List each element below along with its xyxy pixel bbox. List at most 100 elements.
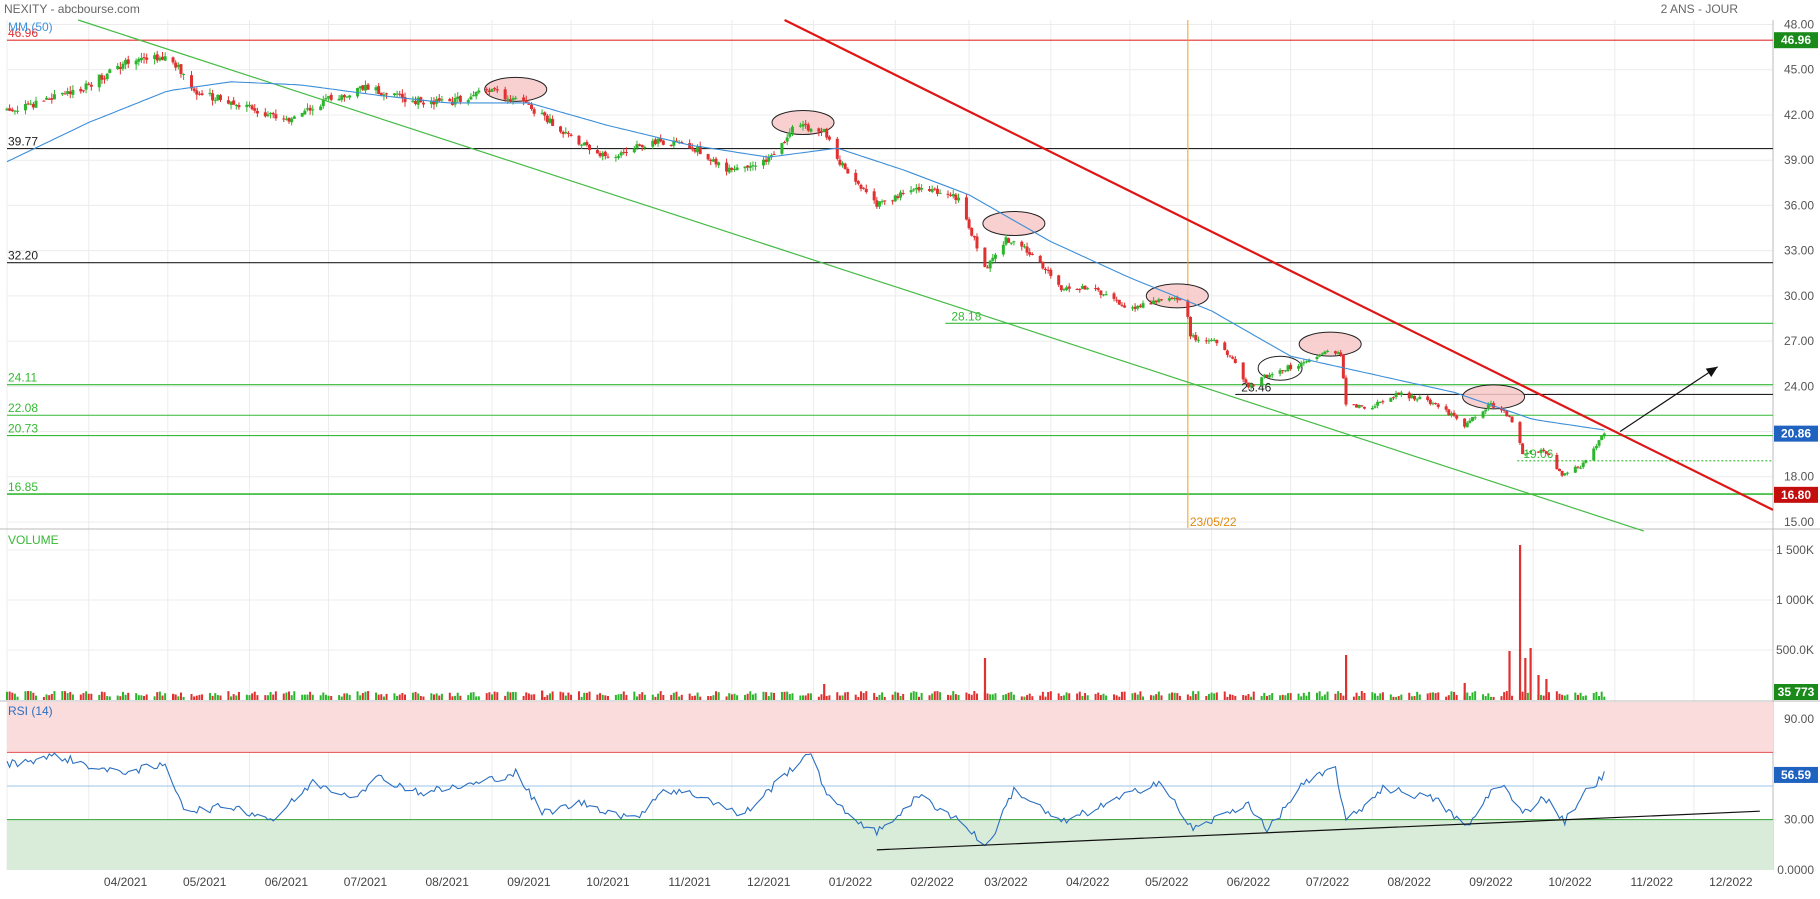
- candle-body: [229, 101, 233, 105]
- volume-bar: [1010, 691, 1013, 700]
- volume-bar: [920, 693, 923, 700]
- candle: [772, 151, 776, 156]
- period-label: 2 ANS - JOUR: [1661, 2, 1739, 16]
- volume-bar: [306, 694, 309, 700]
- candle: [472, 91, 476, 97]
- candle: [63, 91, 67, 95]
- candle: [1447, 408, 1451, 416]
- candle: [274, 109, 278, 121]
- candle-body: [345, 96, 349, 98]
- candle-body: [746, 165, 750, 168]
- candle-body: [1560, 471, 1564, 476]
- candle: [1536, 451, 1540, 454]
- candle-body: [566, 132, 570, 134]
- candle: [964, 193, 968, 221]
- volume-bar: [1323, 694, 1326, 700]
- volume-bar: [709, 696, 712, 700]
- candle-body: [400, 93, 404, 99]
- volume-bar: [1563, 695, 1566, 700]
- candle: [1326, 349, 1330, 353]
- volume-bar: [875, 696, 878, 700]
- candle-body: [1399, 392, 1403, 395]
- volume-bar: [862, 692, 865, 700]
- candle: [26, 100, 30, 106]
- candle-body: [614, 156, 618, 158]
- candle: [1225, 349, 1229, 358]
- candle: [1159, 299, 1163, 302]
- volume-bar: [1268, 695, 1271, 700]
- candle-body: [68, 91, 72, 95]
- candle-body: [1378, 401, 1382, 403]
- volume-bar: [42, 696, 45, 700]
- candle-body: [171, 57, 175, 63]
- candle: [284, 115, 288, 121]
- candle: [577, 134, 581, 146]
- volume-bar: [1466, 692, 1469, 700]
- volume-bar: [119, 696, 122, 700]
- candle: [603, 150, 607, 160]
- candle-body: [1315, 356, 1319, 359]
- volume-bar: [1118, 696, 1121, 700]
- volume-bar: [989, 694, 992, 700]
- price-tick-label: 15.00: [1784, 515, 1814, 529]
- candle: [1212, 338, 1216, 342]
- volume-title: VOLUME: [8, 533, 59, 547]
- volume-bar: [699, 696, 702, 700]
- candle: [809, 127, 813, 133]
- candle: [137, 57, 141, 66]
- candle-body: [912, 189, 916, 191]
- volume-bar: [1355, 692, 1358, 700]
- volume-bar: [1287, 693, 1290, 700]
- ma-label: MM (50): [8, 20, 53, 34]
- candle-body: [717, 162, 721, 166]
- volume-bar: [459, 695, 462, 700]
- volume-bar: [338, 695, 341, 700]
- candle-body: [1318, 354, 1322, 357]
- candle: [321, 95, 325, 109]
- candle-body: [827, 136, 831, 140]
- candle: [661, 139, 665, 146]
- candle-body: [672, 140, 676, 146]
- volume-bar: [87, 693, 90, 700]
- candle: [266, 111, 270, 118]
- candle-body: [158, 57, 162, 61]
- volume-bar: [285, 692, 288, 700]
- volume-bar: [1252, 691, 1255, 700]
- volume-bar: [828, 695, 831, 700]
- volume-bar: [63, 691, 66, 700]
- candle-body: [951, 194, 955, 197]
- volume-bar: [195, 695, 198, 700]
- volume-bar: [71, 694, 74, 700]
- candle-body: [161, 56, 165, 60]
- axes: 04/2021 05/2021 06/2021 07/2021 08/2021 09/20…: [104, 18, 1818, 889]
- volume-bar: [693, 695, 696, 700]
- candle: [1399, 390, 1403, 398]
- volume-bar: [438, 695, 441, 700]
- candle-body: [208, 92, 212, 95]
- candle-body: [788, 132, 792, 137]
- candle-body: [503, 89, 507, 100]
- volume-bar: [1139, 691, 1142, 700]
- candle: [176, 62, 180, 70]
- candle-body: [1004, 237, 1008, 245]
- level-label: 46.96: [8, 26, 38, 40]
- candle: [171, 56, 175, 65]
- volume-bar: [1039, 695, 1042, 700]
- volume-bar: [527, 693, 530, 700]
- candle: [1413, 395, 1417, 402]
- volume-bar: [844, 692, 847, 700]
- volume-bar: [1558, 693, 1561, 700]
- candle: [13, 109, 17, 115]
- volume-bar: [512, 691, 515, 700]
- candle: [785, 134, 789, 146]
- level-label: 19.06: [1523, 447, 1553, 461]
- candle-body: [893, 195, 897, 202]
- candle-body: [1302, 362, 1306, 364]
- price-badge-bg: [1774, 425, 1818, 442]
- volume-bar: [1542, 695, 1545, 700]
- candle-body: [493, 88, 497, 90]
- volume-bar: [153, 696, 156, 700]
- candle: [1038, 254, 1042, 263]
- volume-bar: [274, 691, 277, 700]
